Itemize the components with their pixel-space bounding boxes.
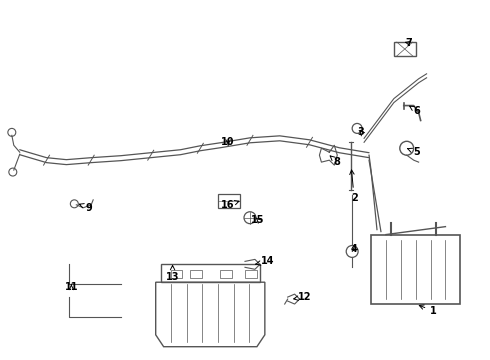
Text: 10: 10 <box>221 137 235 147</box>
Text: 2: 2 <box>350 170 358 203</box>
Text: 5: 5 <box>408 147 420 157</box>
Bar <box>171 270 182 278</box>
Text: 3: 3 <box>358 127 365 138</box>
Bar <box>220 270 232 278</box>
Text: 4: 4 <box>351 244 358 255</box>
Text: 12: 12 <box>294 292 311 302</box>
Text: 15: 15 <box>251 215 265 225</box>
Text: 9: 9 <box>79 203 93 213</box>
Bar <box>218 194 240 208</box>
Text: 14: 14 <box>255 256 274 266</box>
Bar <box>191 270 202 278</box>
Bar <box>371 235 460 304</box>
Text: 8: 8 <box>330 156 341 167</box>
Text: 11: 11 <box>65 282 78 292</box>
Text: 13: 13 <box>166 265 179 282</box>
Text: 16: 16 <box>221 200 239 210</box>
Bar <box>394 42 416 56</box>
Bar <box>245 270 257 278</box>
Text: 1: 1 <box>419 305 437 316</box>
Bar <box>161 264 260 282</box>
Text: 7: 7 <box>405 38 412 48</box>
Text: 6: 6 <box>410 105 420 116</box>
